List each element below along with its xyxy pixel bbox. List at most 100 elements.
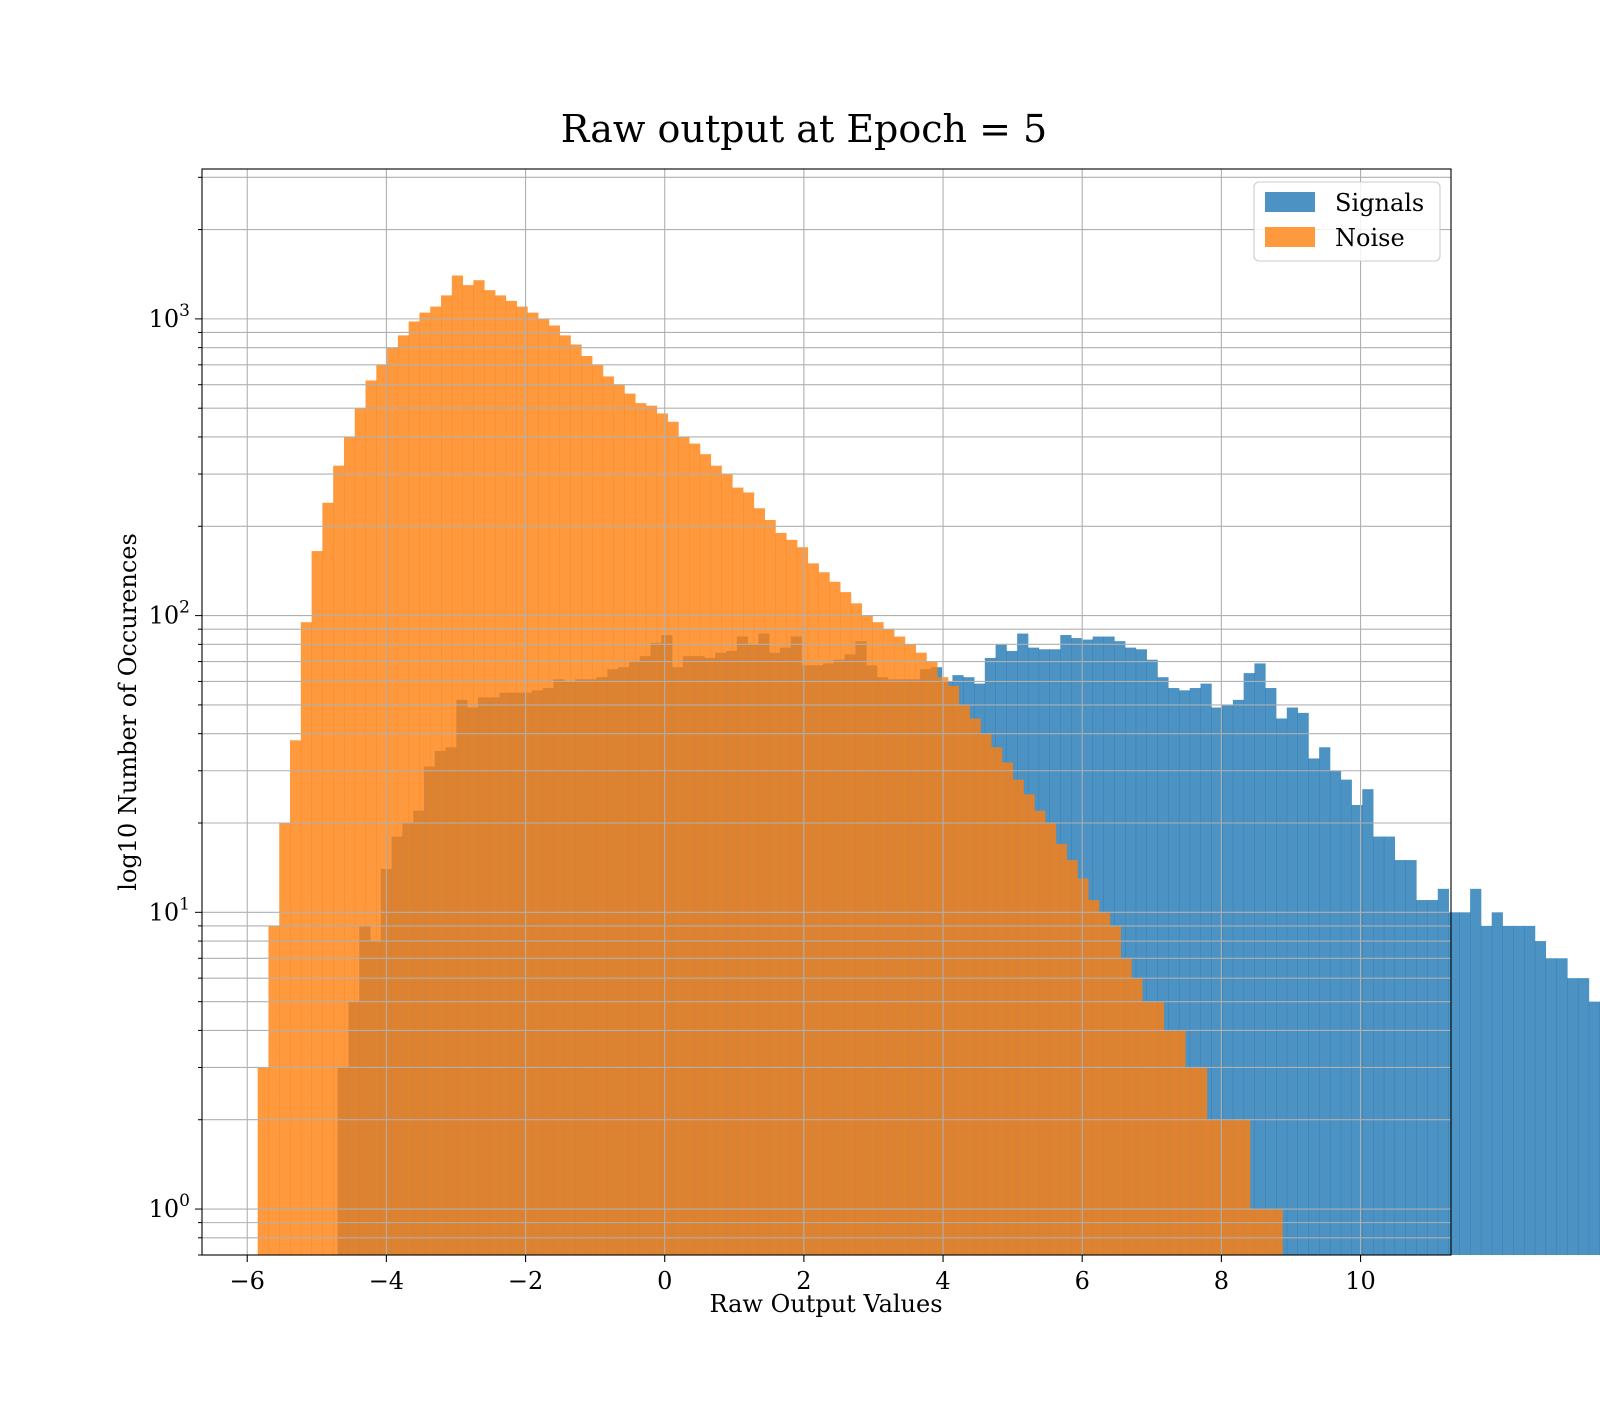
noise-bar: [624, 394, 635, 1255]
noise-bar: [1110, 926, 1121, 1255]
noise-bar: [1207, 1120, 1218, 1255]
noise-bar: [366, 380, 377, 1255]
noise-bar: [1067, 860, 1078, 1255]
noise-bar: [387, 348, 398, 1255]
signals-bar: [1546, 958, 1557, 1255]
noise-bar: [1228, 1120, 1239, 1255]
noise-bar: [894, 637, 905, 1255]
noise-bar: [980, 734, 991, 1255]
noise-bar: [1013, 780, 1024, 1255]
noise-bar: [1239, 1120, 1250, 1255]
noise-bar: [1142, 1002, 1153, 1255]
legend-swatch-signals: [1265, 192, 1315, 212]
noise-bar: [268, 926, 279, 1255]
signals-bar: [1287, 708, 1298, 1255]
noise-bar: [430, 307, 441, 1255]
noise-bar: [872, 622, 883, 1255]
noise-bar: [1099, 912, 1110, 1255]
x-tick-label: −6: [230, 1267, 265, 1295]
noise-bar: [829, 582, 840, 1255]
signals-bar: [1416, 900, 1427, 1255]
noise-bar: [1174, 1030, 1185, 1255]
noise-bar: [1088, 900, 1099, 1255]
signals-bar: [1470, 889, 1481, 1255]
signals-bar: [1524, 926, 1535, 1255]
noise-bar: [862, 616, 873, 1255]
noise-bar: [743, 492, 754, 1255]
signals-bar: [1265, 688, 1276, 1255]
noise-bar: [1164, 1030, 1175, 1255]
signals-bar: [1567, 978, 1578, 1255]
noise-bar: [614, 385, 625, 1255]
x-tick-label: 10: [1345, 1267, 1376, 1295]
noise-bar: [376, 365, 387, 1255]
noise-bar: [333, 466, 344, 1255]
signals-bar: [1405, 860, 1416, 1255]
noise-bar: [1153, 1002, 1164, 1255]
noise-bar: [452, 276, 463, 1255]
noise-bar: [570, 344, 581, 1255]
noise-bar: [398, 335, 409, 1255]
noise-bar: [1218, 1120, 1229, 1255]
noise-bar: [1077, 879, 1088, 1255]
noise-bar: [721, 474, 732, 1255]
signals-bar: [1481, 926, 1492, 1255]
noise-bar: [689, 444, 700, 1255]
noise-bar: [258, 1067, 269, 1255]
x-tick-label: 0: [657, 1267, 672, 1295]
signals-bar: [1556, 958, 1567, 1255]
noise-bar: [657, 413, 668, 1255]
x-tick-label: 6: [1075, 1267, 1090, 1295]
noise-bar: [1261, 1209, 1272, 1255]
noise-bar: [851, 603, 862, 1255]
noise-bar: [441, 295, 452, 1255]
noise-bar: [409, 321, 420, 1255]
noise-bar: [1034, 811, 1045, 1255]
x-axis-label: Raw Output Values: [709, 1290, 942, 1318]
noise-bar: [1250, 1209, 1261, 1255]
signals-bar: [1254, 663, 1265, 1255]
noise-bar: [549, 326, 560, 1256]
noise-bar: [883, 629, 894, 1255]
noise-bar: [463, 285, 474, 1255]
signals-bar: [1308, 758, 1319, 1255]
noise-bar: [1056, 844, 1067, 1255]
noise-bar: [1002, 762, 1013, 1255]
signals-bar: [1395, 860, 1406, 1255]
noise-bar: [527, 313, 538, 1255]
x-tick-label: −2: [508, 1267, 543, 1295]
noise-bar: [1023, 794, 1034, 1255]
noise-bar: [711, 466, 722, 1255]
noise-bar: [1185, 1067, 1196, 1255]
noise-bar: [344, 437, 355, 1255]
noise-bar: [484, 290, 495, 1255]
noise-bar: [419, 313, 430, 1255]
noise-bar: [495, 295, 506, 1255]
legend-label-signals: Signals: [1335, 189, 1424, 217]
noise-bar: [592, 365, 603, 1255]
signals-bar: [1330, 771, 1341, 1255]
noise-bar: [1045, 823, 1056, 1255]
noise-bar: [678, 437, 689, 1255]
legend-swatch-noise: [1265, 227, 1315, 247]
signals-bar: [1276, 719, 1287, 1256]
y-axis-label: log10 Number of Occurences: [114, 533, 142, 891]
signals-bar: [1459, 912, 1470, 1255]
chart-title: Raw output at Epoch = 5: [561, 107, 1047, 151]
noise-bar: [1196, 1067, 1207, 1255]
noise-bar: [560, 335, 571, 1255]
noise-bar: [1120, 958, 1131, 1255]
signals-bar: [1362, 789, 1373, 1255]
signals-bar: [1373, 837, 1384, 1255]
noise-bar: [808, 563, 819, 1255]
noise-bar: [668, 422, 679, 1255]
noise-bar: [786, 540, 797, 1255]
noise-bar: [635, 403, 646, 1255]
signals-bar: [1535, 941, 1546, 1255]
noise-bar: [646, 406, 657, 1255]
noise-bar: [1271, 1209, 1282, 1255]
noise-bar: [916, 653, 927, 1255]
noise-bar: [279, 823, 290, 1255]
x-tick-label: 8: [1214, 1267, 1229, 1295]
